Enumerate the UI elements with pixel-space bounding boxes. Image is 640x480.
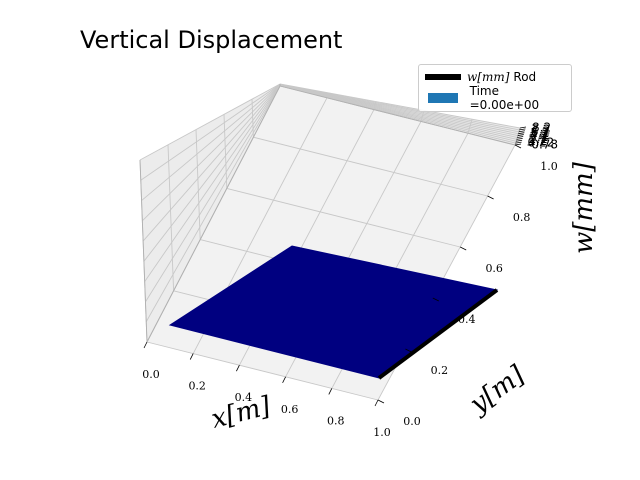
z-grid-back-6 xyxy=(279,84,519,135)
x-tick-label-1: 0.2 xyxy=(188,380,206,393)
legend-swatch-rod xyxy=(425,74,461,80)
z-tick-label-2: 1.2 xyxy=(528,134,547,148)
left-pane xyxy=(140,84,280,342)
z-tick-label-8: 7.2 xyxy=(531,122,550,136)
z-tick-label-9: 8.2 xyxy=(532,121,551,135)
z-tick-label-5: 4.2 xyxy=(530,128,549,142)
y-tick-mark-2 xyxy=(432,297,439,302)
x-tick-mark-3 xyxy=(282,376,286,383)
z-tick-label-7: 6.2 xyxy=(531,124,550,138)
y-tick-label-5: 1.0 xyxy=(540,160,558,173)
y-tick-mark-0 xyxy=(377,399,385,404)
z-tick-mark-8 xyxy=(519,128,526,131)
x-tick-label-3: 0.6 xyxy=(281,403,299,416)
z-tick-label-0: -0.78 xyxy=(527,138,558,152)
z-grid-left-7 xyxy=(141,84,281,201)
z-tick-mark-4 xyxy=(517,136,524,138)
x-tick-mark-1 xyxy=(189,353,194,360)
legend-rod-math: w[mm] xyxy=(467,70,510,84)
z-grid-back-1 xyxy=(279,85,516,144)
z-grid-back-2 xyxy=(279,85,517,142)
y-tick-label-1: 0.2 xyxy=(431,364,449,377)
z-grid-left-5 xyxy=(142,84,281,242)
chart-title: Vertical Displacement xyxy=(80,26,343,54)
z-tick-mark-6 xyxy=(518,132,525,135)
y-tick-label-2: 0.4 xyxy=(458,313,476,326)
y-tick-label-0: 0.0 xyxy=(403,415,421,428)
x-tick-mark-0 xyxy=(143,341,148,349)
z-grid-left-2 xyxy=(145,85,281,303)
x-grid-back-4 xyxy=(467,119,473,134)
tick-marks: 0.0 0.2 0.4 0.6 0.8 1.0 0.0 0.2 0.4 0.6 0.8 1.0 -0.7… xyxy=(142,121,558,440)
y-grid-left-4 xyxy=(251,99,254,138)
z-grid-back-5 xyxy=(279,84,518,137)
x-tick-label-4: 0.8 xyxy=(327,414,345,427)
legend: w[mm] Rod Time =0.00e+00 xyxy=(418,64,572,112)
z-tick-mark-5 xyxy=(517,134,524,136)
x-tick-mark-5 xyxy=(374,399,379,407)
y-tick-mark-1 xyxy=(405,348,412,353)
y-grid-floor-3 xyxy=(226,187,461,248)
x-grid-back-3 xyxy=(420,110,425,122)
z-tick-label-1: 0.22 xyxy=(528,136,555,150)
z-grid-left-1 xyxy=(145,85,281,322)
z-grid-left-9 xyxy=(139,83,281,161)
x-tick-label-5: 1.0 xyxy=(373,426,391,439)
z-tick-label-4: 3.2 xyxy=(529,130,548,144)
y-tick-mark-4 xyxy=(487,195,494,200)
x-axis-label: x[m] xyxy=(208,391,274,435)
z-tick-mark-3 xyxy=(516,137,523,140)
legend-item-rod: w[mm] Rod xyxy=(425,68,536,86)
z-grid-back-8 xyxy=(279,83,520,131)
y-tick-mark-5 xyxy=(514,144,522,149)
pane-edge-3 xyxy=(139,159,148,343)
legend-item-time: Time =0.00e+00 xyxy=(425,84,571,112)
y-grid-floor-0 xyxy=(146,341,379,401)
pane-edge-1 xyxy=(279,85,516,146)
y-grid-floor-4 xyxy=(253,136,488,197)
y-axis-label: y[m] xyxy=(464,360,531,420)
z-tick-label-3: 2.2 xyxy=(529,132,548,146)
z-grid-back-3 xyxy=(279,84,517,140)
legend-time-label: Time =0.00e+00 xyxy=(469,84,540,112)
z-grid-back-7 xyxy=(279,84,519,133)
y-grid-left-2 xyxy=(195,129,201,240)
y-tick-label-4: 0.8 xyxy=(513,211,531,224)
pane-edge-0 xyxy=(146,85,281,343)
rod-segment xyxy=(377,288,499,380)
y-grid-left-1 xyxy=(167,144,175,291)
z-axis-label: w[mm] xyxy=(569,161,599,254)
z-grid-left-8 xyxy=(140,83,281,181)
z-grid-left-4 xyxy=(143,84,281,262)
rod-line xyxy=(377,288,499,380)
y-grid-left-3 xyxy=(223,114,228,189)
x-tick-mark-2 xyxy=(236,365,240,372)
z-tick-label-6: 5.2 xyxy=(530,126,549,140)
legend-swatch-time xyxy=(428,93,458,103)
z-grid-left-6 xyxy=(142,84,281,222)
y-tick-label-3: 0.6 xyxy=(485,262,503,275)
legend-rod-label: Rod xyxy=(513,70,537,84)
z-grid-left-3 xyxy=(144,85,281,282)
z-tick-mark-0 xyxy=(514,143,522,146)
z-tick-mark-9 xyxy=(519,126,527,129)
y-tick-mark-3 xyxy=(460,246,467,251)
x-tick-label-2: 0.4 xyxy=(235,391,253,404)
x-tick-label-0: 0.0 xyxy=(142,368,160,381)
z-grid-back-4 xyxy=(279,84,518,138)
pane-edge-4 xyxy=(514,127,521,146)
z-tick-mark-7 xyxy=(518,130,525,133)
z-grid-back-9 xyxy=(279,83,521,129)
z-tick-mark-2 xyxy=(516,139,523,142)
z-tick-mark-1 xyxy=(515,141,522,144)
x-tick-mark-4 xyxy=(328,388,333,395)
